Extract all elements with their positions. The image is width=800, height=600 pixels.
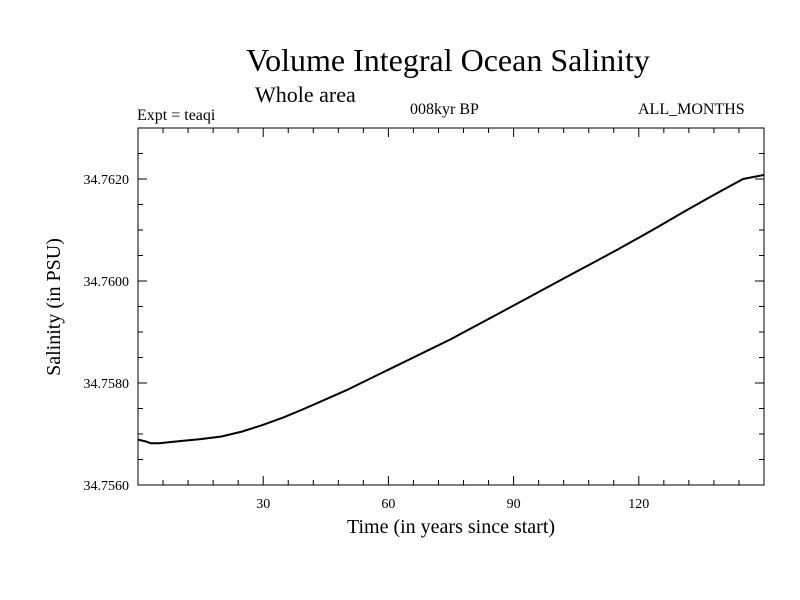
x-tick-label: 60 xyxy=(381,497,395,512)
y-axis-label: Salinity (in PSU) xyxy=(43,238,65,376)
x-tick-label: 90 xyxy=(507,497,521,512)
experiment-label: Expt = teaqi xyxy=(137,107,216,124)
y-tick-label: 34.7600 xyxy=(84,275,130,290)
x-tick-label: 120 xyxy=(628,497,649,512)
x-tick-label: 30 xyxy=(256,497,270,512)
chart-subtitle: Whole area xyxy=(255,82,356,107)
plot-frame xyxy=(137,127,765,486)
period-label: 008kyr BP xyxy=(410,101,479,118)
months-label: ALL_MONTHS xyxy=(638,101,745,118)
y-tick-label: 34.7560 xyxy=(84,479,130,494)
x-axis-label: Time (in years since start) xyxy=(347,516,555,538)
y-tick-label: 34.7620 xyxy=(84,173,130,188)
chart-title: Volume Integral Ocean Salinity xyxy=(246,42,650,78)
y-tick-label: 34.7580 xyxy=(84,377,130,392)
series-line-salinity xyxy=(137,173,765,445)
